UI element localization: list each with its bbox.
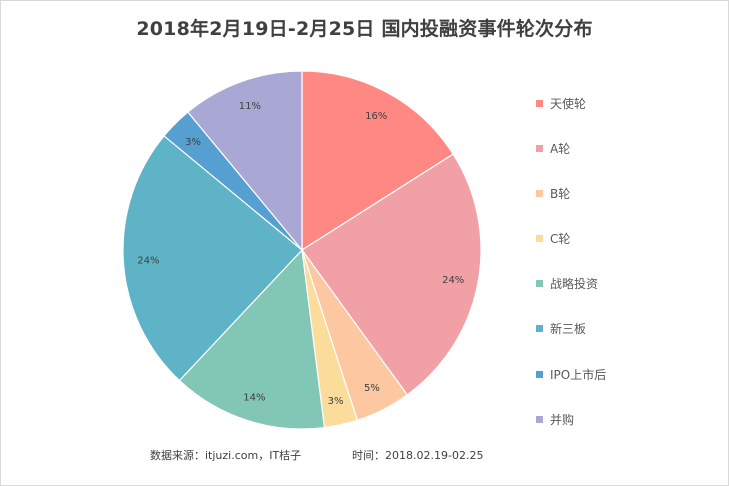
legend-item-2: A轮 [536, 137, 606, 159]
legend-label: C轮 [550, 232, 571, 247]
pie-label-7: 3% [185, 137, 201, 148]
legend-item-8: 并购 [536, 408, 606, 430]
pie-slice-5 [178, 248, 326, 430]
legend-swatch [536, 280, 543, 288]
time-range-note: 时间：2018.02.19-02.25 [352, 449, 484, 462]
legend-item-5: 战略投资 [536, 273, 606, 295]
legend-swatch [536, 99, 543, 107]
legend-swatch [536, 325, 543, 333]
legend-item-6: 新三板 [536, 318, 606, 340]
legend-label: A轮 [550, 141, 571, 156]
legend-swatch [536, 144, 543, 152]
legend-label: IPO上市后 [550, 367, 607, 382]
pie-slices [122, 70, 482, 430]
pie-label-6: 24% [137, 256, 159, 267]
pie-label-8: 11% [239, 101, 261, 112]
pie-label-1: 16% [365, 111, 387, 122]
pie-slice-6 [122, 135, 303, 382]
data-source-note: 数据来源：itjuzi.com，IT桔子 [150, 449, 302, 462]
chart-title: 2018年2月19日-2月25日 国内投融资事件轮次分布 [136, 18, 593, 40]
pie-label-2: 24% [442, 275, 464, 286]
legend-swatch [536, 370, 543, 378]
legend-label: B轮 [550, 186, 571, 201]
pie-label-3: 5% [364, 383, 380, 394]
legend-swatch [536, 235, 543, 243]
pie-slice-8 [187, 70, 303, 252]
legend-label: 战略投资 [550, 277, 599, 292]
legend-swatch [536, 415, 543, 423]
pie-slice-2 [301, 153, 482, 396]
legend-swatch [536, 189, 543, 197]
pie-label-4: 3% [328, 396, 344, 407]
chart-legend: 天使轮 A轮 B轮 C轮战略投资新三板 IPO上市后 并购 [536, 92, 606, 454]
legend-item-7: IPO上市后 [536, 363, 606, 385]
legend-label: 天使轮 [550, 96, 587, 111]
pie-label-5: 14% [243, 392, 265, 403]
legend-item-4: C轮 [536, 228, 606, 250]
legend-label: 并购 [550, 412, 575, 427]
pie-data-labels: 16% 24% 5% 3% 14% 24% 3% 11% [137, 101, 464, 407]
legend-label: 新三板 [550, 322, 587, 337]
legend-item-3: B轮 [536, 182, 606, 204]
legend-item-1: 天使轮 [536, 92, 606, 114]
pie-slice-1 [301, 70, 454, 252]
